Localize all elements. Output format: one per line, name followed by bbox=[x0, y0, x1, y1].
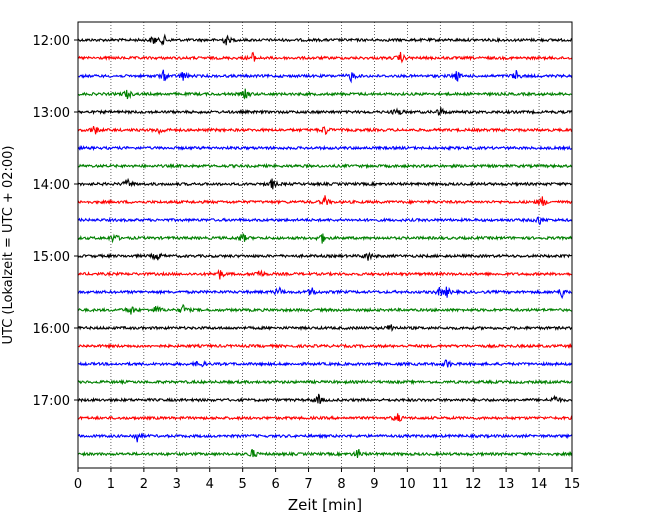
trace-1645 bbox=[77, 378, 573, 386]
y-tick-label: 13:00 bbox=[33, 106, 70, 121]
trace-1745 bbox=[77, 449, 573, 458]
trace-1530 bbox=[77, 286, 573, 300]
seismic-traces bbox=[77, 33, 573, 458]
y-tick-label: 17:00 bbox=[33, 394, 70, 409]
trace-1430 bbox=[77, 216, 573, 225]
x-tick-label: 15 bbox=[564, 477, 581, 492]
trace-1200 bbox=[77, 33, 573, 47]
x-tick-label: 8 bbox=[337, 477, 345, 492]
trace-1515 bbox=[77, 268, 573, 280]
x-tick-label: 2 bbox=[140, 477, 148, 492]
y-tick-label: 12:00 bbox=[33, 34, 70, 49]
x-tick-label: 5 bbox=[239, 477, 247, 492]
x-tick-label: 6 bbox=[271, 477, 279, 492]
trace-1615 bbox=[77, 342, 573, 350]
y-axis-label: UTC (Lokalzeit = UTC + 02:00) bbox=[1, 146, 16, 345]
x-tick-label: 10 bbox=[399, 477, 416, 492]
trace-1700 bbox=[77, 393, 573, 405]
y-axis-ticks: 12:00 13:00 14:00 15:00 16:00 17:00 bbox=[33, 34, 78, 409]
x-tick-label: 14 bbox=[531, 477, 548, 492]
x-gridlines bbox=[110, 22, 540, 468]
y-tick-label: 14:00 bbox=[33, 178, 70, 193]
trace-1500 bbox=[77, 251, 573, 261]
x-tick-label: 9 bbox=[370, 477, 378, 492]
trace-1315 bbox=[77, 125, 573, 136]
x-tick-label: 4 bbox=[206, 477, 214, 492]
trace-1445 bbox=[77, 232, 573, 244]
x-tick-label: 1 bbox=[107, 477, 115, 492]
trace-1600 bbox=[77, 324, 573, 333]
y-tick-label: 15:00 bbox=[33, 250, 70, 265]
x-tick-label: 13 bbox=[498, 477, 515, 492]
x-axis-ticks: 0 1 2 3 4 5 6 7 8 9 10 11 12 13 14 15 bbox=[74, 468, 580, 492]
trace-1215 bbox=[77, 51, 573, 64]
x-axis-label: Zeit [min] bbox=[288, 496, 362, 514]
trace-1630 bbox=[77, 359, 573, 368]
plot-frame bbox=[77, 21, 573, 469]
x-tick-label: 3 bbox=[173, 477, 181, 492]
trace-1715 bbox=[77, 413, 573, 422]
trace-1330 bbox=[77, 144, 573, 152]
trace-1730 bbox=[77, 432, 573, 443]
trace-1400 bbox=[77, 177, 573, 190]
trace-1245 bbox=[77, 88, 573, 100]
trace-1545 bbox=[78, 303, 573, 315]
x-tick-label: 11 bbox=[432, 477, 449, 492]
x-tick-label: 0 bbox=[74, 477, 82, 492]
trace-1230 bbox=[77, 69, 573, 84]
trace-1345 bbox=[77, 162, 573, 170]
x-tick-label: 7 bbox=[304, 477, 312, 492]
x-tick-label: 12 bbox=[465, 477, 482, 492]
trace-1415 bbox=[77, 195, 573, 207]
y-tick-label: 16:00 bbox=[33, 322, 70, 337]
trace-1300 bbox=[77, 107, 573, 116]
